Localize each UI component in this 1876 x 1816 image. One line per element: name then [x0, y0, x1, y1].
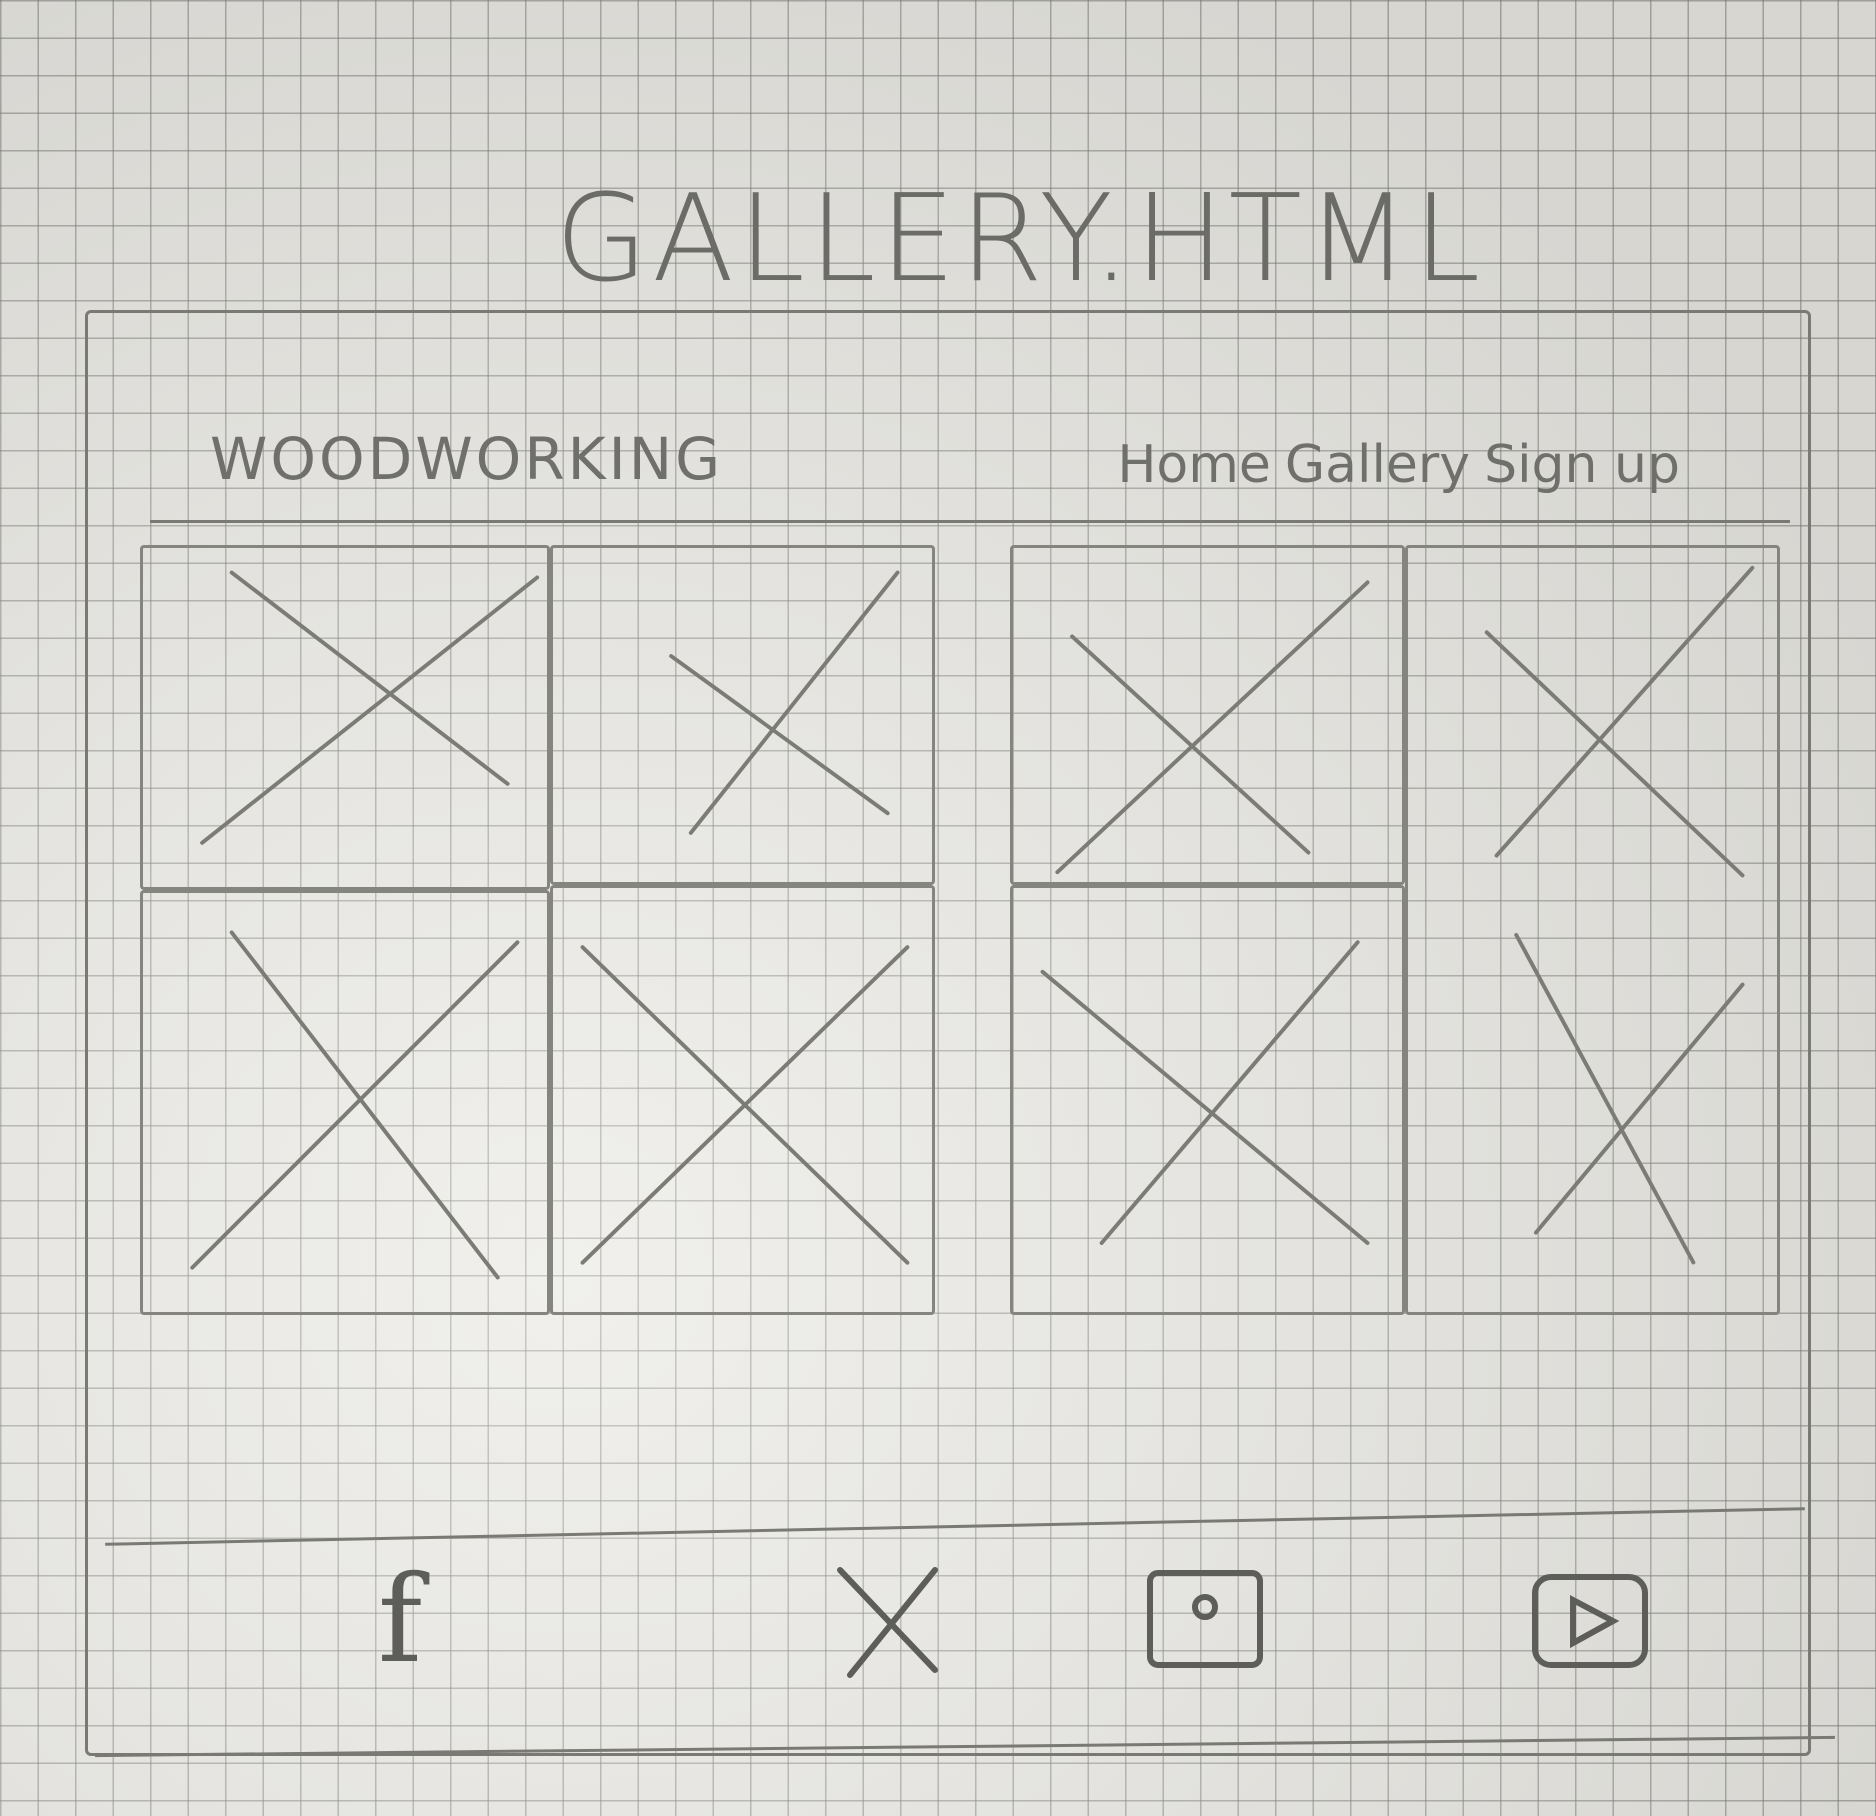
instagram-icon[interactable]	[1130, 1545, 1280, 1695]
gallery-grid	[140, 545, 1780, 1305]
youtube-icon[interactable]	[1515, 1545, 1665, 1695]
image-placeholder[interactable]	[140, 890, 550, 1315]
main-nav: Home Gallery Sign up	[1117, 435, 1680, 495]
image-placeholder[interactable]	[1010, 545, 1405, 885]
image-placeholder[interactable]	[1010, 885, 1405, 1315]
page-title: GALLERY.HTML	[555, 160, 1435, 320]
nav-home[interactable]: Home	[1117, 435, 1271, 495]
site-logo[interactable]: WOODWORKING	[210, 425, 723, 493]
nav-gallery[interactable]: Gallery	[1285, 435, 1470, 495]
facebook-glyph: f	[378, 1551, 422, 1690]
x-icon[interactable]	[815, 1545, 965, 1695]
image-placeholder[interactable]	[140, 545, 550, 890]
facebook-icon[interactable]: f	[325, 1545, 475, 1695]
image-placeholder[interactable]	[1405, 545, 1780, 1315]
image-placeholder[interactable]	[550, 885, 935, 1315]
nav-sign-up[interactable]: Sign up	[1484, 435, 1680, 495]
image-placeholder[interactable]	[550, 545, 935, 885]
site-header: WOODWORKING Home Gallery Sign up	[150, 405, 1790, 523]
